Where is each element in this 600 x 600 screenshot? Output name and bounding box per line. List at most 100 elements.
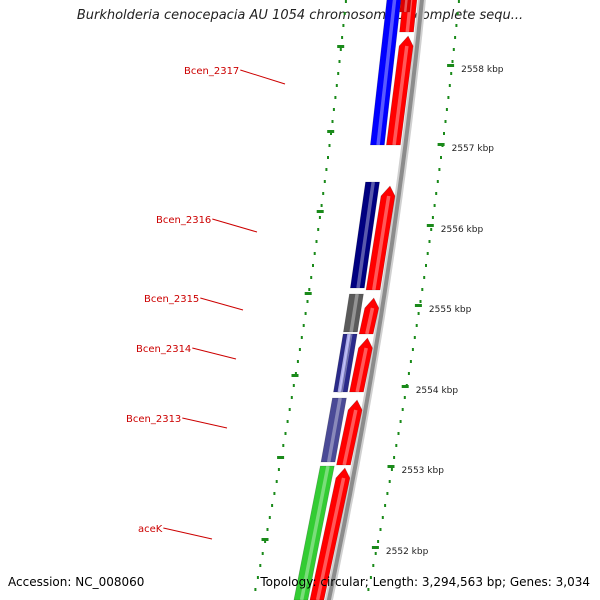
ruler-dot	[367, 588, 370, 591]
inner-dot	[296, 360, 299, 363]
gene-label: aceK	[138, 524, 163, 535]
ruler-dot	[401, 408, 404, 411]
reverse-gene	[293, 465, 335, 600]
inner-dot	[318, 216, 321, 219]
ruler-dot	[456, 12, 459, 15]
ruler-dot	[440, 156, 442, 159]
ruler-dot	[379, 528, 382, 531]
ruler-dot	[445, 108, 448, 111]
inner-dot	[341, 36, 344, 39]
inner-dot	[284, 432, 287, 435]
ruler-dot	[413, 336, 416, 339]
inner-dot	[306, 300, 309, 303]
gene-cap-highlight	[403, 0, 408, 13]
ruler-dot	[436, 180, 439, 183]
inner-dot	[322, 192, 325, 195]
ruler-ticks: 2558 kbp 2557 kbp 2556 kbp 2555 kbp 2554 kbp…	[371, 64, 504, 557]
inner-dot	[264, 540, 267, 543]
ruler-tick	[414, 304, 422, 307]
ruler-tick-label: 2557 kbp	[452, 144, 495, 154]
ruler-dot	[411, 348, 414, 351]
reverse-gene-highlight	[299, 465, 330, 600]
inner-dot	[261, 552, 264, 555]
gene-label: Bcen_2315	[144, 294, 199, 305]
gene-leader-line	[192, 347, 237, 360]
ruler-dot	[381, 516, 384, 519]
inner-dot	[268, 516, 271, 519]
ruler-dot	[390, 468, 393, 471]
inner-dot	[330, 132, 332, 135]
gene-label: Bcen_2317	[184, 66, 239, 77]
ruler-dot	[455, 24, 458, 27]
ruler-dot	[374, 552, 377, 555]
inner-dot	[288, 408, 291, 411]
inner-dot	[271, 504, 274, 507]
inner-dot	[323, 180, 326, 183]
inner-tick	[261, 538, 269, 541]
inner-dot	[339, 48, 342, 51]
inner-dot	[334, 96, 337, 99]
inner-dot	[327, 156, 329, 159]
reverse-gene-highlight	[356, 181, 375, 289]
gene-label: Bcen_2316	[156, 215, 211, 226]
reverse-gene	[343, 293, 364, 333]
ruler-dot	[428, 240, 431, 243]
ruler-dot	[384, 504, 387, 507]
reverse-gene	[370, 0, 402, 146]
ruler-dot	[433, 204, 436, 207]
gene-leader-line	[163, 527, 213, 540]
backbone-line	[326, 0, 424, 600]
inner-dot	[286, 420, 289, 423]
ruler-dot	[417, 312, 420, 315]
ruler-dot	[435, 192, 438, 195]
ruler-dot	[447, 96, 450, 99]
ruler-dot	[452, 48, 455, 51]
inner-dot	[304, 312, 307, 315]
ruler-dot	[397, 432, 400, 435]
inner-dot	[292, 384, 295, 387]
ruler-dot	[409, 360, 412, 363]
reverse-genes	[293, 0, 412, 600]
gene-labels: Bcen_2317 Bcen_2316 Bcen_2315 Bcen_2314 Bcen…	[126, 66, 286, 540]
inner-dot	[310, 276, 313, 279]
ruler-dot	[423, 276, 426, 279]
inner-dot	[317, 228, 320, 231]
gene-leader-line	[212, 218, 258, 233]
ruler-tick-label: 2558 kbp	[461, 65, 504, 75]
inner-dot	[332, 108, 335, 111]
inner-dot	[335, 84, 338, 87]
forward-gene	[309, 467, 351, 600]
inner-dot	[259, 564, 262, 567]
ruler-dot	[426, 252, 429, 255]
gene-label: Bcen_2314	[136, 344, 191, 355]
forward-gene-highlight	[342, 409, 358, 466]
ruler-dot	[372, 564, 375, 567]
ruler-dot	[431, 216, 434, 219]
ruler-dot	[443, 132, 445, 135]
ruler-dot	[454, 36, 457, 39]
forward-genes	[309, 0, 418, 600]
inner-dot	[282, 444, 285, 447]
gene-cap	[399, 0, 412, 13]
ruler-tick	[401, 385, 409, 388]
inner-dot	[266, 528, 269, 531]
ruler-dot	[450, 72, 453, 75]
inner-tick	[327, 130, 335, 133]
inner-tick	[316, 210, 324, 213]
reverse-gene-highlight	[376, 0, 397, 146]
ruler-dot	[399, 420, 402, 423]
forward-gene-highlight	[372, 195, 391, 291]
ruler-dot	[386, 492, 389, 495]
forward-gene-highlight	[365, 307, 375, 335]
inner-tick	[304, 292, 312, 295]
ruler-dot	[457, 0, 460, 3]
ruler-tick	[437, 143, 445, 146]
ruler-dot	[369, 576, 372, 579]
ruler-tick-label: 2553 kbp	[402, 466, 445, 476]
ruler-dot	[377, 540, 380, 543]
inner-dot	[298, 348, 301, 351]
inner-dot	[294, 372, 297, 375]
inner-dot	[328, 144, 331, 147]
inner-dot	[275, 480, 278, 483]
forward-gene-highlight	[392, 45, 409, 146]
